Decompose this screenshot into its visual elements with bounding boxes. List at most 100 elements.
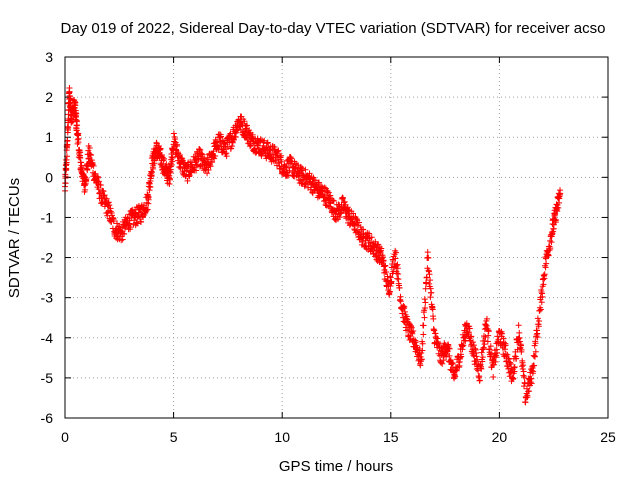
data-point [482,334,489,341]
data-point [83,176,90,183]
data-point [299,165,306,172]
chart-title: Day 019 of 2022, Sidereal Day-to-day VTE… [61,20,606,37]
data-point [502,346,509,353]
data-point [368,234,375,241]
data-point [518,342,525,349]
y-tick-label: -6 [41,410,54,426]
data-point [520,362,527,369]
data-point [106,202,113,209]
data-point [229,139,236,146]
data-point [542,264,549,271]
data-point [539,293,546,300]
data-point [187,158,194,165]
data-point [555,204,562,211]
data-point [534,334,541,341]
data-point [249,131,256,138]
data-point [101,192,108,199]
data-point [375,241,382,248]
data-point [488,350,495,357]
x-tick-label: 15 [383,429,399,445]
data-point [462,338,469,345]
data-point [473,349,480,356]
data-point [409,330,416,337]
data-point [531,352,538,359]
y-tick-label: 0 [45,169,53,185]
data-point [479,354,486,361]
data-point [244,137,251,144]
data-point [527,379,534,386]
data-point [79,165,86,172]
data-point [172,135,179,142]
data-point [540,281,547,288]
data-point [199,151,206,158]
data-point [426,280,433,287]
data-point [321,184,328,191]
data-point [62,180,69,187]
data-point [470,339,477,346]
data-point [528,380,535,387]
data-point [85,163,92,170]
data-point [420,322,427,329]
y-tick-label: -2 [41,250,54,266]
data-point [209,159,216,166]
y-axis-label: SDTVAR / TECUs [6,178,23,298]
data-point [287,154,294,161]
data-point [353,227,360,234]
data-point [428,289,435,296]
data-point [473,353,480,360]
data-points [62,84,564,406]
data-point [383,268,390,275]
data-point [138,218,145,225]
data-point [524,394,531,401]
data-point [302,180,309,187]
data-point [526,388,533,395]
data-point [95,178,102,185]
data-point [421,296,428,303]
data-point [425,254,432,261]
data-point [327,192,334,199]
data-point [395,271,402,278]
data-point [302,181,309,188]
data-point [430,315,437,322]
x-tick-label: 25 [600,429,616,445]
data-point [552,211,559,218]
data-point [168,154,175,161]
data-point [557,190,564,197]
data-point [329,197,336,204]
data-point [522,399,529,406]
data-point [424,249,431,256]
data-point [438,359,445,366]
data-point [493,352,500,359]
data-point [427,294,434,301]
data-point [459,342,466,349]
data-point [485,328,492,335]
data-point [392,255,399,262]
data-point [376,243,383,250]
y-tick-label: -4 [41,330,54,346]
data-point [382,263,389,270]
data-point [387,283,394,290]
x-tick-label: 5 [170,429,178,445]
data-point [228,143,235,150]
data-point [380,257,387,264]
data-point [197,147,204,154]
data-point [553,216,560,223]
data-point [541,271,548,278]
data-point [490,374,497,381]
data-point [491,361,498,368]
data-point [263,140,270,147]
data-point [448,361,455,368]
data-point [316,179,323,186]
data-point [105,199,112,206]
data-point [521,374,528,381]
data-point [143,207,150,214]
data-point [157,145,164,152]
data-point [193,167,200,174]
data-point [418,350,425,357]
data-point [286,167,293,174]
data-point [545,252,552,259]
data-point [518,363,525,370]
data-point [87,152,94,159]
data-point [419,340,426,347]
data-point [75,130,82,137]
